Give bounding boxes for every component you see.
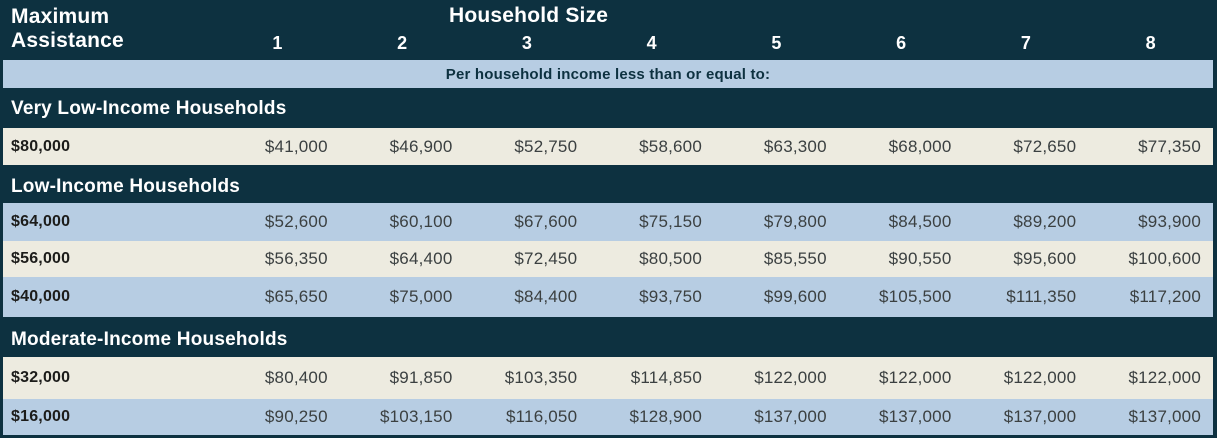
value-cell: $95,600 — [1013, 249, 1077, 268]
col-header-3: 3 — [521, 33, 532, 53]
value-cell: $80,500 — [639, 249, 702, 268]
row-label: $32,000 — [11, 369, 71, 386]
col-header-5: 5 — [771, 33, 782, 53]
value-cell: $60,100 — [389, 212, 453, 231]
col-header-6: 6 — [896, 33, 907, 53]
section-header-very-low-income: Very Low-Income Households — [3, 88, 1213, 128]
value-cell: $111,350 — [1006, 287, 1077, 306]
value-cell: $75,150 — [639, 212, 702, 231]
value-cell: $89,200 — [1013, 212, 1077, 231]
value-cell: $56,350 — [264, 249, 328, 268]
value-cell: $58,600 — [639, 136, 702, 156]
table-row: $32,000 $80,400 $91,850 $103,350 $114,85… — [3, 357, 1213, 399]
household-size-header: Household Size — [449, 4, 609, 27]
value-cell: $103,350 — [504, 368, 578, 387]
value-cell: $103,150 — [379, 407, 453, 426]
value-cell: $122,000 — [754, 368, 827, 387]
row-label: $80,000 — [11, 137, 71, 155]
household-size-columns: 1 2 3 4 5 6 7 8 — [3, 33, 1213, 54]
table-row: $16,000 $90,250 $103,150 $116,050 $128,9… — [3, 399, 1213, 435]
section-header-moderate-income: Moderate-Income Households — [3, 317, 1213, 357]
value-cell: $52,750 — [514, 136, 578, 156]
value-cell: $65,650 — [264, 287, 328, 306]
value-cell: $85,550 — [763, 249, 827, 268]
col-header-7: 7 — [1020, 33, 1031, 53]
col-header-4: 4 — [646, 33, 657, 53]
col-header-1: 1 — [272, 33, 283, 53]
value-cell: $116,050 — [506, 407, 578, 426]
value-cell: $41,000 — [264, 136, 328, 156]
max-assistance-header: Maximum Assistance — [11, 5, 124, 53]
value-cell: $99,600 — [763, 287, 827, 306]
value-cell: $79,800 — [763, 212, 827, 231]
value-cell: $128,900 — [629, 407, 702, 426]
table-header: Maximum Assistance Household Size 1 2 3 … — [3, 0, 1213, 60]
value-cell: $137,000 — [1003, 407, 1077, 426]
table-row: $80,000 $41,000 $46,900 $52,750 $58,600 … — [3, 128, 1213, 165]
value-cell: $137,000 — [1128, 407, 1201, 426]
value-cell: $46,900 — [389, 136, 453, 156]
value-cell: $100,600 — [1128, 249, 1201, 268]
value-cell: $93,750 — [639, 287, 702, 306]
value-cell: $52,600 — [264, 212, 328, 231]
value-cell: $72,650 — [1013, 136, 1077, 156]
table-row: $56,000 $56,350 $64,400 $72,450 $80,500 … — [3, 241, 1213, 277]
value-cell: $137,000 — [754, 407, 827, 426]
value-cell: $68,000 — [888, 136, 952, 156]
row-label: $56,000 — [11, 250, 71, 267]
value-cell: $72,450 — [514, 249, 578, 268]
value-cell: $122,000 — [878, 368, 952, 387]
value-cell: $137,000 — [878, 407, 952, 426]
col-header-2: 2 — [397, 33, 408, 53]
value-cell: $64,400 — [389, 249, 453, 268]
value-cell: $84,400 — [514, 287, 578, 306]
col-header-8: 8 — [1145, 33, 1156, 53]
row-label: $16,000 — [11, 408, 71, 425]
max-assistance-header-line1: Maximum — [11, 5, 110, 28]
value-cell: $117,200 — [1129, 287, 1201, 306]
value-cell: $75,000 — [389, 287, 453, 306]
value-cell: $63,300 — [763, 136, 827, 156]
value-cell: $91,850 — [389, 368, 453, 387]
value-cell: $77,350 — [1138, 136, 1201, 156]
value-cell: $67,600 — [514, 212, 578, 231]
value-cell: $122,000 — [1003, 368, 1077, 387]
subheader-band: Per household income less than or equal … — [3, 60, 1213, 88]
value-cell: $80,400 — [264, 368, 328, 387]
value-cell: $105,500 — [878, 287, 952, 306]
row-label: $64,000 — [11, 213, 71, 230]
value-cell: $93,900 — [1138, 212, 1201, 231]
max-assistance-header-line2: Assistance — [11, 29, 124, 52]
table-row: $64,000 $52,600 $60,100 $67,600 $75,150 … — [3, 203, 1213, 241]
value-cell: $114,850 — [630, 368, 702, 387]
table-row: $40,000 $65,650 $75,000 $84,400 $93,750 … — [3, 277, 1213, 317]
value-cell: $122,000 — [1128, 368, 1201, 387]
section-header-low-income: Low-Income Households — [3, 165, 1213, 203]
value-cell: $90,550 — [888, 249, 952, 268]
value-cell: $84,500 — [888, 212, 952, 231]
row-label: $40,000 — [11, 288, 71, 305]
value-cell: $90,250 — [264, 407, 328, 426]
